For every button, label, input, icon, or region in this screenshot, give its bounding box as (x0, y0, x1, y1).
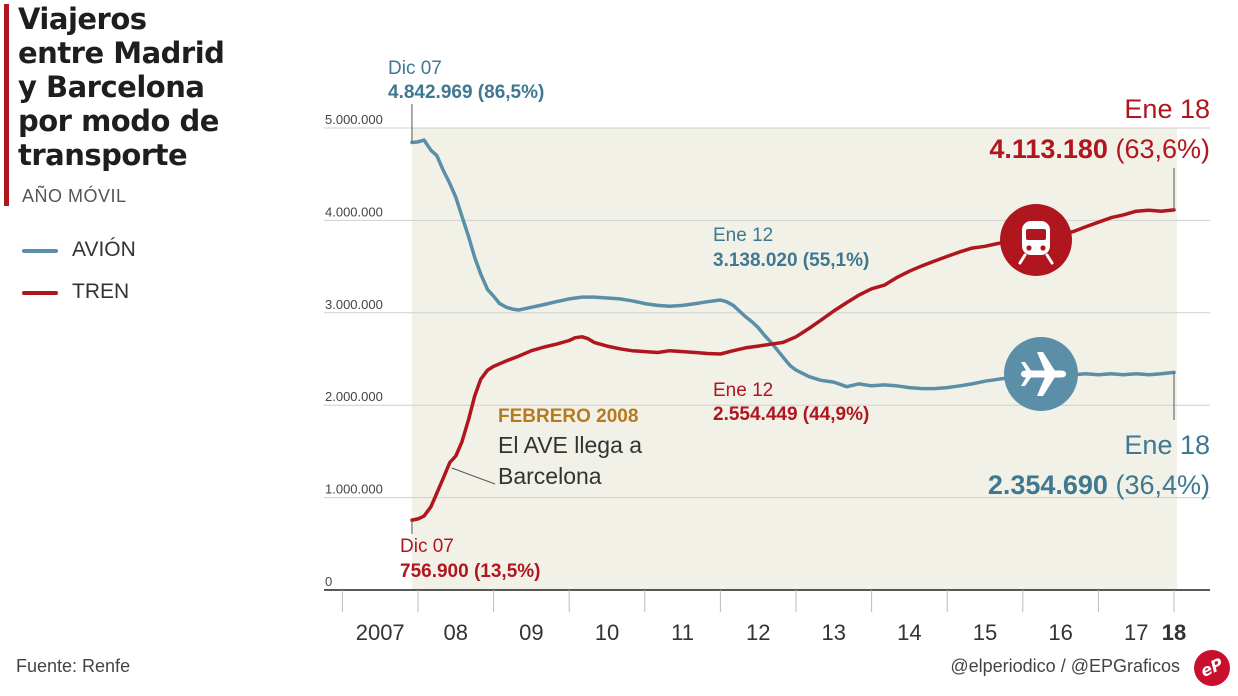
annotation-avion-end-value-part: 2.354.690 (988, 470, 1116, 500)
x-tick-label: 09 (519, 620, 543, 645)
train-icon-rail (1045, 253, 1054, 265)
x-tick-label: 15 (973, 620, 997, 645)
x-tick-label: 11 (671, 620, 694, 645)
annotation-event-title: FEBRERO 2008 (498, 406, 638, 427)
y-tick-label: 4.000.000 (325, 204, 383, 219)
legend-swatch-tren (22, 291, 58, 295)
legend-swatch-avion (22, 249, 58, 253)
title-line: por modo de (18, 104, 219, 138)
x-tick-label: 2007 (356, 620, 405, 645)
annotation-avion-end-period: Ene 18 (1124, 430, 1210, 460)
airplane-icon-tail (1021, 362, 1032, 372)
leader-event (451, 467, 496, 485)
train-icon-light (1040, 245, 1046, 251)
x-tick-label: 18 (1162, 620, 1186, 645)
title-line: y Barcelona (18, 70, 205, 104)
annotation-avion-end-value-part: (36,4%) (1115, 470, 1210, 500)
annotation-tren-start-period: Dic 07 (400, 536, 454, 557)
source-note: Fuente: Renfe (16, 656, 131, 676)
x-tick-label: 16 (1048, 620, 1072, 645)
annotation-tren-end-value-part: 4.113.180 (989, 134, 1115, 164)
legend-label-tren: TREN (72, 280, 130, 303)
airplane-icon-tail (1021, 376, 1032, 386)
x-tick-label: 12 (746, 620, 770, 645)
annotation-avion-mid-period: Ene 12 (713, 225, 773, 246)
title-line: transporte (18, 138, 188, 172)
annotation-tren-mid-period: Ene 12 (713, 380, 773, 401)
airplane-icon-wing (1037, 352, 1055, 371)
title-line: entre Madrid (18, 36, 225, 70)
train-icon-window (1026, 229, 1046, 240)
x-tick-label: 13 (822, 620, 846, 645)
x-tick-label: 17 (1124, 620, 1148, 645)
y-tick-label: 3.000.000 (325, 297, 383, 312)
annotation-tren-end-value-part: (63,6%) (1115, 134, 1210, 164)
airplane-icon-fuselage (1021, 370, 1066, 378)
x-tick-label: 10 (595, 620, 619, 645)
annotation-tren-start-value: 756.900 (13,5%) (400, 561, 541, 582)
annotation-tren-mid-value: 2.554.449 (44,9%) (713, 404, 869, 425)
annotation-avion-mid-value: 3.138.020 (55,1%) (713, 250, 869, 271)
credit-note: @elperiodico / @EPGraficos (950, 656, 1180, 676)
annotation-avion-end-value: 2.354.690 (36,4%) (988, 470, 1210, 500)
airplane-icon (1004, 337, 1078, 411)
airplane-icon-wing (1037, 377, 1055, 396)
annotation-event-line2: Barcelona (498, 463, 602, 489)
train-icon-light (1026, 245, 1032, 251)
y-tick-label: 0 (325, 574, 332, 589)
train-icon (1000, 204, 1072, 276)
chart-title: Viajeros entre Madrid y Barcelona por mo… (18, 2, 268, 172)
title-accent-bar (4, 4, 9, 206)
x-tick-label: 14 (897, 620, 921, 645)
chart-subtitle: AÑO MÓVIL (22, 186, 127, 206)
annotation-tren-end-value: 4.113.180 (63,6%) (989, 134, 1210, 164)
train-icon-rail (1018, 253, 1027, 265)
x-tick-label: 08 (444, 620, 468, 645)
y-tick-label: 1.000.000 (325, 482, 383, 497)
annotation-avion-start-value: 4.842.969 (86,5%) (388, 82, 544, 103)
annotation-avion-start-period: Dic 07 (388, 58, 442, 79)
title-line: Viajeros (18, 2, 147, 36)
y-tick-label: 5.000.000 (325, 112, 383, 127)
annotation-event-line1: El AVE llega a (498, 432, 642, 458)
annotation-tren-end-period: Ene 18 (1124, 94, 1210, 124)
y-tick-label: 2.000.000 (325, 389, 383, 404)
legend-label-avion: AVIÓN (72, 238, 136, 261)
